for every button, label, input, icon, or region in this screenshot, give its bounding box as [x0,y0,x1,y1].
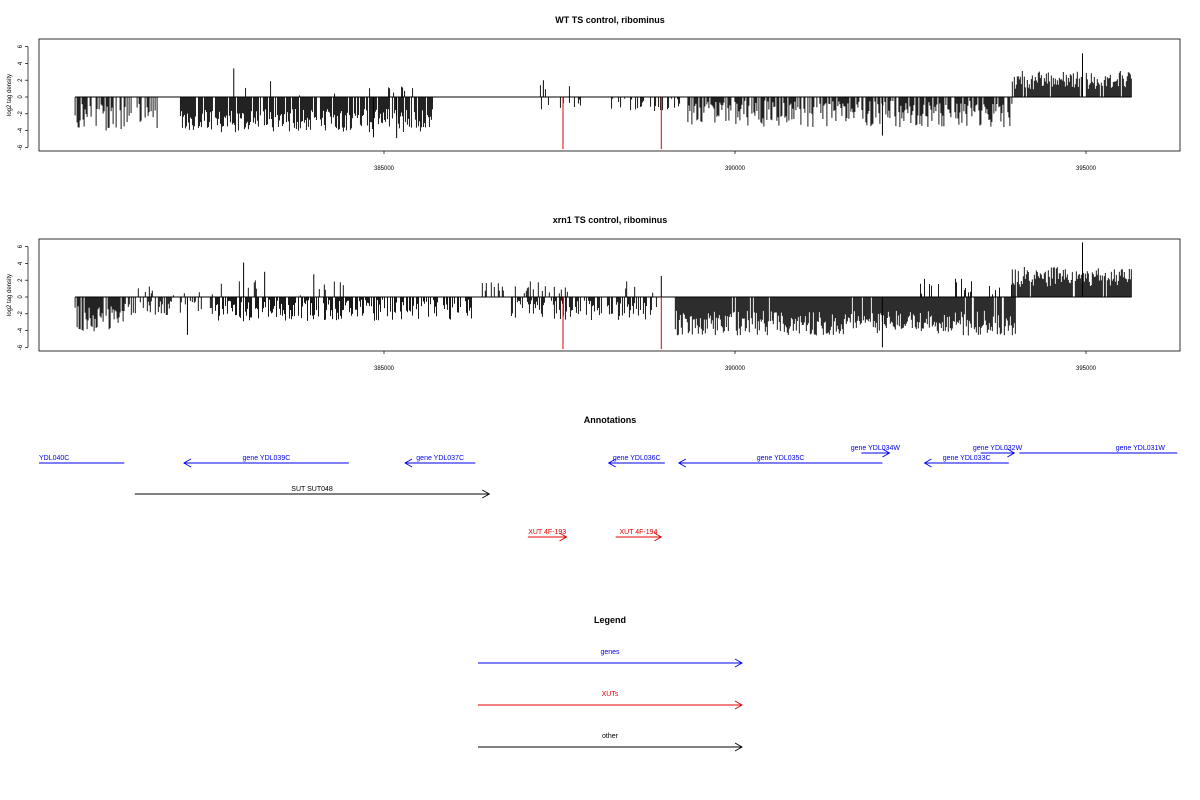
wt-y-axis-label: log2 tag density [7,74,13,116]
feature-arrowhead [923,458,932,468]
y-tick-label: -4 [18,327,24,333]
feature-label: gene YDL032W [973,445,1023,452]
y-tick-label: -6 [18,344,24,350]
legend-entry: other [478,733,743,752]
y-tick-label: 0 [18,295,24,299]
legend-title: Legend [594,615,626,625]
feature-arrowhead [607,458,616,468]
legend-label: XUTs [602,691,619,698]
y-tick-label: -2 [18,110,24,116]
feature-arrowhead [482,489,491,499]
wt-panel-title: WT TS control, ribominus [555,15,665,25]
xrn1-density-panel: xrn1 TS control, ribominus log2 tag dens… [7,215,1181,372]
feature-label: gene YDL034W [851,445,901,452]
annotation-feature[interactable]: gene YDL036C [607,455,665,468]
annotation-feature[interactable]: gene YDL035C [677,455,883,468]
y-tick-label: 4 [18,61,24,65]
xrn1-panel-title: xrn1 TS control, ribominus [553,215,668,225]
legend-label: other [602,733,619,740]
annotation-feature[interactable]: gene YDL032W [973,445,1023,458]
feature-arrowhead [677,458,687,468]
feature-label: XUT 4F-193 [528,529,566,536]
annotation-features: YDL040C gene YDL039C gene YDL037C gene YDL0… [39,445,1178,542]
xrn1-y-axis-label: log2 tag density [7,274,13,316]
y-tick-label: 4 [18,261,24,265]
feature-label: gene YDL036C [613,455,661,462]
y-tick-label: 6 [18,244,24,248]
wt-density-panel: WT TS control, ribominus log2 tag densit… [7,15,1181,172]
annotation-feature[interactable]: gene YDL031W [1019,445,1178,454]
legend-entry: XUTs [478,691,743,710]
feature-arrowhead [882,448,891,458]
annotation-feature[interactable]: YDL040C [39,455,125,464]
feature-arrowhead [559,532,568,542]
feature-arrowhead [1007,448,1016,458]
feature-arrowhead [183,458,192,468]
x-tick-label: 390000 [725,366,746,372]
x-tick-label: 385000 [374,166,395,172]
feature-label: gene YDL031W [1116,445,1166,452]
wt-y-axis: -6 -4 -2 0 2 4 6 [18,44,29,150]
xrn1-x-axis: 385000 390000 395000 [374,351,1097,372]
legend-arrowhead [734,658,743,668]
feature-arrowhead [404,458,413,468]
xrn1-y-axis: -6 -4 -2 0 2 4 6 [18,244,29,350]
annotations-title: Annotations [584,415,637,425]
feature-label: gene YDL033C [943,455,991,462]
feature-label: YDL040C [39,455,69,462]
wt-plot-frame [38,38,1181,152]
y-tick-label: 2 [18,78,24,82]
annotation-feature[interactable]: XUT 4F-194 [615,529,663,542]
feature-label: gene YDL039C [243,455,291,462]
y-tick-label: 0 [18,95,24,99]
y-tick-label: -4 [18,127,24,133]
legend-entry: genes [478,649,743,668]
annotation-feature[interactable]: SUT SUT048 [134,486,491,499]
feature-label: gene YDL035C [757,455,805,462]
feature-label: gene YDL037C [416,455,464,462]
feature-arrowhead [654,532,663,542]
feature-label: XUT 4F-194 [619,529,657,536]
x-tick-label: 385000 [374,366,395,372]
annotation-feature[interactable]: gene YDL037C [404,455,476,468]
x-tick-label: 390000 [725,166,746,172]
legend-label: genes [600,649,620,656]
annotation-feature[interactable]: gene YDL039C [183,455,349,468]
legend-arrowhead [734,700,743,710]
wt-x-axis: 385000 390000 395000 [374,151,1097,172]
xrn1-density-bars [74,242,1132,350]
annotation-feature[interactable]: XUT 4F-193 [527,529,568,542]
annotation-feature[interactable]: gene YDL033C [923,455,1009,468]
y-tick-label: 2 [18,278,24,282]
y-tick-label: -6 [18,144,24,150]
wt-density-bars [74,53,1132,150]
legend: Legend genes XUTs other [478,615,743,752]
annotation-feature[interactable]: gene YDL034W [851,445,901,458]
legend-items: genes XUTs other [478,649,743,752]
x-tick-label: 395000 [1076,166,1097,172]
xrn1-plot-frame [38,238,1181,352]
y-tick-label: -2 [18,310,24,316]
legend-arrowhead [734,742,743,752]
x-tick-label: 395000 [1076,366,1097,372]
y-tick-label: 6 [18,44,24,48]
annotations-track: Annotations YDL040C gene YDL039C gene YDL0… [39,415,1178,542]
feature-label: SUT SUT048 [291,486,333,493]
